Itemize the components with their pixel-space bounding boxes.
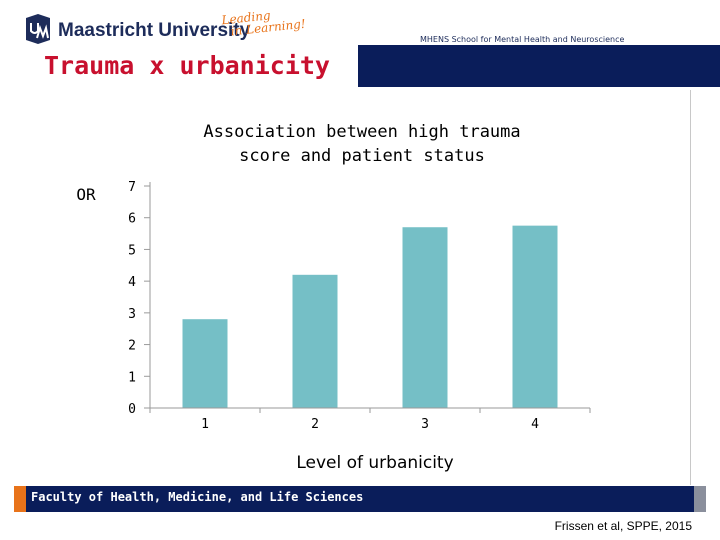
- title-box: [0, 45, 358, 87]
- slide-title: Trauma x urbanicity: [44, 51, 330, 80]
- x-axis: 1 2 3 4: [149, 407, 591, 432]
- bar-2: [292, 274, 338, 408]
- citation: Frissen et al, SPPE, 2015: [554, 519, 692, 533]
- university-logo-icon: [26, 14, 50, 44]
- y-tick-label: 4: [128, 275, 136, 290]
- bar-4: [512, 225, 558, 408]
- chart-title-line-1: Association between high trauma: [203, 122, 520, 142]
- bars: [182, 225, 558, 408]
- y-axis-label: OR: [76, 185, 96, 204]
- x-tick-label: 3: [421, 417, 429, 432]
- y-axis: 0 1 2 3 4 5 6 7: [128, 180, 151, 417]
- university-logo: Maastricht University: [26, 12, 326, 46]
- school-name: MHENS School for Mental Health and Neuro…: [420, 35, 625, 44]
- y-tick-label: 0: [128, 402, 136, 417]
- x-tick-label: 1: [201, 417, 209, 432]
- y-tick-label: 5: [128, 243, 136, 258]
- x-axis-label: Level of urbanicity: [296, 453, 453, 473]
- y-tick-label: 2: [128, 339, 136, 354]
- y-tick-label: 3: [128, 307, 136, 322]
- university-name: Maastricht University: [58, 20, 251, 41]
- bar-1: [182, 319, 228, 408]
- bar-chart: Association between high trauma score an…: [76, 122, 591, 473]
- right-rule: [690, 90, 691, 485]
- footer-accent: [14, 486, 26, 512]
- bar-3: [402, 227, 448, 408]
- chart-title-line-2: score and patient status: [239, 146, 485, 166]
- y-tick-label: 6: [128, 212, 136, 227]
- footer-bar: [14, 486, 706, 512]
- x-tick-label: 2: [311, 417, 319, 432]
- y-tick-label: 1: [128, 370, 136, 385]
- x-tick-label: 4: [531, 417, 539, 432]
- footer-end-block: [694, 486, 706, 512]
- y-tick-label: 7: [128, 180, 136, 195]
- faculty-name: Faculty of Health, Medicine, and Life Sc…: [31, 490, 364, 504]
